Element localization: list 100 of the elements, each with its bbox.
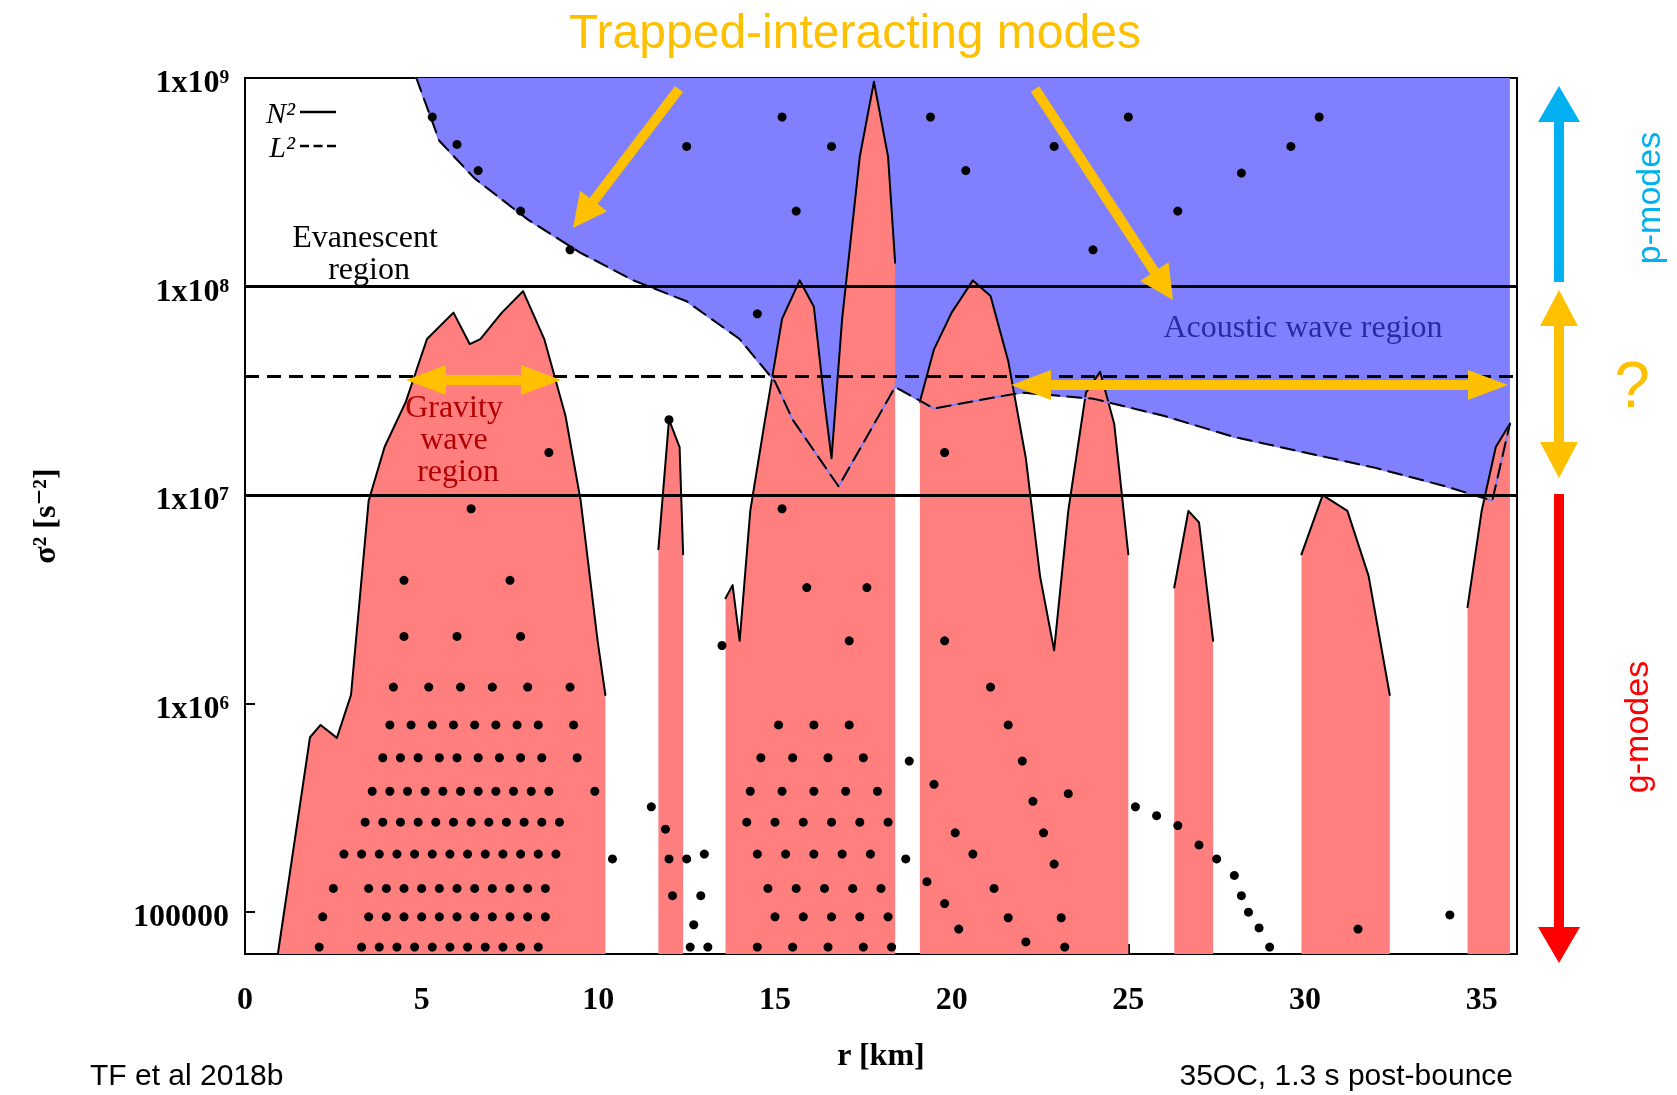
- point: [950, 828, 960, 838]
- point: [452, 883, 462, 893]
- point: [844, 720, 854, 730]
- point: [1243, 907, 1253, 917]
- point: [487, 883, 497, 893]
- point: [381, 912, 391, 922]
- point: [1003, 720, 1013, 730]
- point: [791, 206, 801, 216]
- point: [505, 912, 515, 922]
- point: [480, 849, 490, 859]
- point: [516, 753, 526, 763]
- point: [777, 504, 787, 514]
- point: [1212, 854, 1222, 864]
- x-tick-label: 20: [935, 980, 968, 1017]
- point: [940, 448, 950, 458]
- point: [498, 942, 508, 952]
- point: [802, 583, 812, 593]
- point: [809, 720, 819, 730]
- point: [523, 883, 533, 893]
- point: [463, 942, 473, 952]
- point: [1314, 112, 1324, 122]
- point: [1003, 913, 1013, 923]
- x-tick-label: 0: [237, 980, 253, 1017]
- point: [876, 883, 886, 893]
- point: [781, 849, 791, 859]
- point: [470, 912, 480, 922]
- point: [819, 883, 829, 893]
- point: [470, 883, 480, 893]
- point: [374, 942, 384, 952]
- point: [427, 720, 437, 730]
- point: [364, 883, 374, 893]
- point: [660, 824, 670, 834]
- point: [427, 942, 437, 952]
- point: [689, 920, 699, 930]
- point: [855, 817, 865, 827]
- point: [406, 720, 416, 730]
- point: [456, 786, 466, 796]
- point: [392, 942, 402, 952]
- point: [865, 849, 875, 859]
- point: [378, 817, 388, 827]
- point: [438, 786, 448, 796]
- legend-label: L²: [268, 129, 296, 163]
- point: [413, 753, 423, 763]
- point: [788, 942, 798, 952]
- point: [901, 854, 911, 864]
- point: [986, 682, 996, 692]
- point: [961, 166, 971, 176]
- point: [682, 854, 692, 864]
- x-tick-label: 25: [1112, 980, 1145, 1017]
- point: [1060, 942, 1070, 952]
- point: [925, 112, 935, 122]
- point: [395, 817, 405, 827]
- point: [858, 942, 868, 952]
- point: [703, 942, 713, 952]
- point: [844, 636, 854, 646]
- point: [494, 753, 504, 763]
- point: [360, 817, 370, 827]
- point: [544, 786, 554, 796]
- point: [565, 245, 575, 255]
- point: [434, 753, 444, 763]
- point: [452, 139, 462, 149]
- x-tick-label: 5: [413, 980, 430, 1017]
- point: [742, 817, 752, 827]
- point: [357, 942, 367, 952]
- annotation: Evanescent region: [292, 218, 446, 286]
- point: [466, 504, 476, 514]
- point: [526, 786, 536, 796]
- point: [431, 817, 441, 827]
- point: [357, 849, 367, 859]
- point: [1353, 924, 1363, 934]
- annotation: Acoustic wave region: [1163, 308, 1443, 344]
- point: [664, 854, 674, 864]
- point: [466, 817, 476, 827]
- point: [827, 912, 837, 922]
- x-axis-title: r [km]: [837, 1036, 925, 1073]
- point: [445, 849, 455, 859]
- y-tick-label: 1x10⁷: [155, 480, 229, 517]
- point: [1236, 168, 1246, 178]
- point: [827, 141, 837, 151]
- point: [1236, 891, 1246, 901]
- point: [456, 682, 466, 692]
- point: [929, 779, 939, 789]
- point: [533, 849, 543, 859]
- point: [848, 883, 858, 893]
- x-tick-label: 15: [759, 980, 791, 1017]
- text: p-modes: [1629, 131, 1667, 265]
- point: [551, 849, 561, 859]
- point: [413, 817, 423, 827]
- point: [516, 849, 526, 859]
- point: [410, 942, 420, 952]
- point: [388, 682, 398, 692]
- point: [410, 849, 420, 859]
- point: [385, 786, 395, 796]
- point: [777, 112, 787, 122]
- point: [872, 786, 882, 796]
- text: TF et al 2018b: [90, 1057, 284, 1091]
- point: [540, 912, 550, 922]
- point: [1049, 859, 1059, 869]
- point: [509, 786, 519, 796]
- point: [544, 448, 554, 458]
